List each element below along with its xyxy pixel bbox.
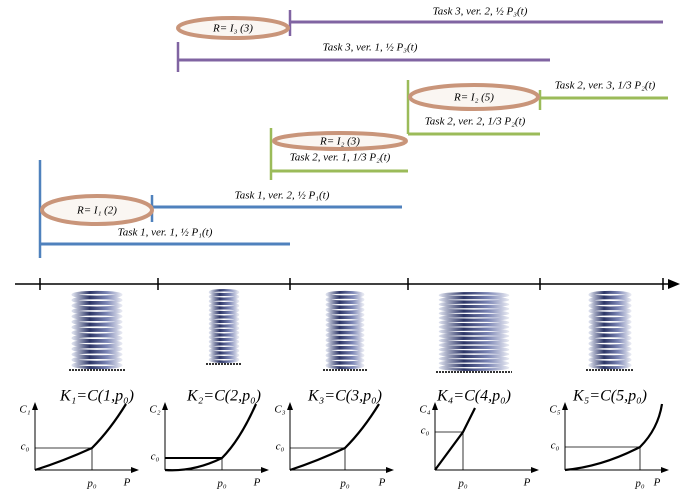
spring — [586, 290, 634, 371]
p0-label: p₀ — [339, 478, 350, 490]
task-label: Task 1, ver. 1, ½ P₁(t) — [118, 227, 213, 239]
c0-label: c₀ — [21, 441, 30, 453]
coil — [438, 364, 510, 371]
coil — [208, 356, 240, 363]
spring-label: K₃=C(3,p₀) — [307, 388, 382, 405]
c0-label: c₀ — [151, 451, 160, 463]
c0-label: c₀ — [276, 441, 285, 453]
task-label: Task 3, ver. 2, ½ P₃(t) — [433, 6, 528, 18]
curve — [564, 403, 664, 472]
switch-ellipse — [272, 131, 408, 151]
coil — [71, 361, 123, 370]
spring-label: K₁=C(1,p₀) — [59, 388, 134, 405]
task-label: Task 3, ver. 1, ½ P₃(t) — [323, 42, 418, 54]
arrow — [531, 467, 539, 473]
x-label: P — [653, 477, 661, 489]
x-label: P — [378, 477, 386, 489]
spring — [69, 290, 125, 371]
x-label: P — [523, 477, 531, 489]
arrow — [261, 467, 269, 473]
p0-label: p₀ — [457, 478, 468, 490]
y-label: C₁ — [19, 404, 30, 416]
spring-label: K₄=C(4,p₀) — [436, 388, 511, 405]
switch-ellipse — [176, 16, 290, 40]
coil — [588, 361, 632, 370]
y-label: C₃ — [274, 404, 285, 416]
switch-label: R= I₂ (3) — [319, 136, 360, 148]
y-label: C₂ — [149, 404, 160, 416]
small-plot: C₅ c₀ p₀ P — [549, 402, 669, 490]
arrow — [162, 402, 168, 410]
y-label: C₄ — [419, 404, 430, 416]
curve — [289, 403, 380, 472]
task-label: Task 1, ver. 2, ½ P₁(t) — [235, 190, 330, 202]
coil — [325, 361, 365, 370]
time-axis — [15, 278, 680, 290]
curve — [34, 403, 127, 472]
y-label: C₅ — [549, 404, 560, 416]
p0-label: p₀ — [634, 478, 645, 490]
small-plot: C₄ c₀ p₀ P — [419, 402, 539, 490]
x-label: P — [253, 477, 261, 489]
task-label: Task 2, ver. 2, 1/3 P₂(t) — [425, 116, 526, 128]
small-plot: C₁ c₀ p₀ P — [19, 402, 139, 490]
switch-ellipse — [40, 194, 154, 226]
arrow — [562, 402, 568, 410]
spring-label: K₅=C(5,p₀) — [572, 388, 647, 405]
p0-label: p₀ — [86, 478, 97, 490]
arrow — [386, 467, 394, 473]
spring — [436, 292, 512, 373]
spring-label: K₂=C(2,p₀) — [186, 388, 261, 405]
arrow — [287, 402, 293, 410]
arrow — [131, 467, 139, 473]
arrow — [32, 402, 38, 410]
task-label: Task 2, ver. 1, 1/3 P₂(t) — [290, 152, 391, 164]
c0-label: c₀ — [551, 440, 560, 452]
arrow — [432, 402, 438, 410]
small-plot: C₂ c₀ p₀ P — [149, 402, 269, 490]
task-label: Task 2, ver. 3, 1/3 P₂(t) — [555, 80, 656, 92]
x-label: P — [123, 477, 131, 489]
switch-label: R= I₁ (2) — [76, 205, 117, 217]
small-plot: C₃ c₀ p₀ P — [274, 402, 394, 490]
curve — [164, 403, 258, 472]
c0-label: c₀ — [421, 425, 430, 437]
spring — [206, 289, 242, 365]
spring — [323, 290, 367, 371]
switch-ellipse — [408, 83, 540, 111]
switch-label: R= I₂ (5) — [453, 92, 494, 104]
curve — [434, 407, 476, 471]
p0-label: p₀ — [216, 478, 227, 490]
arrow — [661, 467, 669, 473]
switch-label: R= I₃ (3) — [212, 23, 253, 35]
